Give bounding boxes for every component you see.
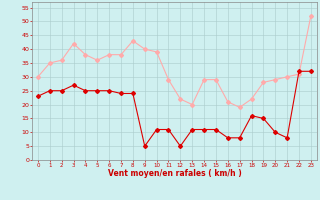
X-axis label: Vent moyen/en rafales ( km/h ): Vent moyen/en rafales ( km/h ) <box>108 169 241 178</box>
